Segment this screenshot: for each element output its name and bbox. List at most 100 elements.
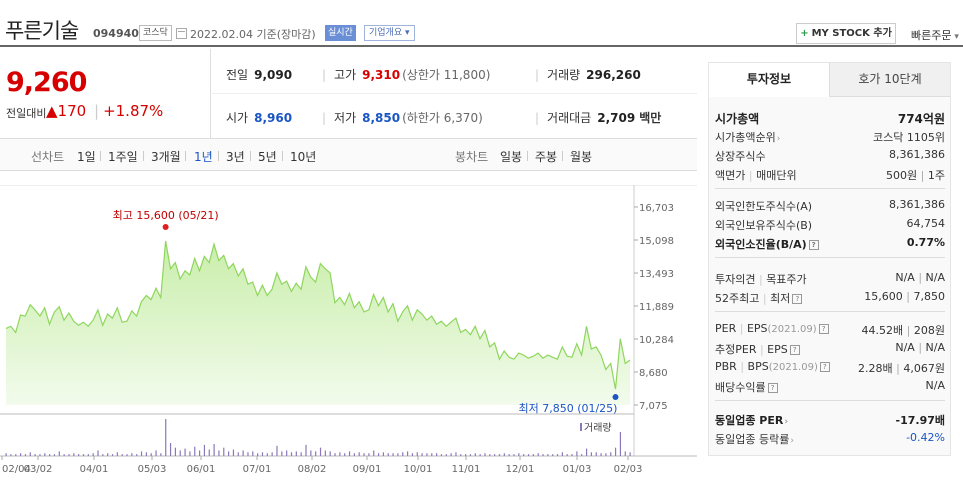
volume-bar: [305, 444, 307, 456]
volume-bar: [406, 451, 409, 456]
add-mystock-button[interactable]: + MY STOCK 추가: [796, 23, 896, 44]
tab-1d[interactable]: 1일: [77, 150, 96, 164]
volume-bar: [121, 454, 123, 456]
help-icon[interactable]: ?: [789, 345, 800, 355]
tab-3y[interactable]: 3년: [226, 150, 245, 164]
realtime-button[interactable]: 실시간: [325, 25, 356, 41]
prev-close-value: 9,090: [254, 68, 293, 82]
volume-bar: [629, 452, 631, 456]
volume-bar: [436, 453, 438, 456]
volume-bar: [218, 450, 220, 456]
volume-bar: [295, 451, 297, 456]
tab-1y[interactable]: 1년: [194, 150, 213, 164]
volume-bar: [34, 454, 36, 456]
tab-weekly[interactable]: 주봉: [535, 150, 558, 164]
divider: [715, 257, 945, 258]
x-tick-label: 02/03: [614, 464, 643, 475]
volume-bar: [431, 453, 433, 456]
volume-bar: [24, 454, 27, 456]
divider: [100, 151, 101, 161]
tab-monthly[interactable]: 월봉: [570, 150, 593, 164]
volume-bar: [552, 454, 554, 456]
tab-orderbook[interactable]: 호가 10단계: [830, 63, 950, 97]
tab-3m[interactable]: 3개월: [151, 150, 181, 164]
volume-bar: [179, 450, 181, 456]
volume-bar: [29, 452, 31, 456]
per-value: 44.52배 | 208원: [861, 324, 945, 337]
industry-per-text: 동일업종 PER: [715, 414, 784, 427]
x-tick-label: 12/01: [506, 464, 535, 475]
volume-bar: [73, 453, 75, 456]
volume-bar: [358, 452, 360, 456]
volume-bar: [610, 452, 612, 456]
volume-bar: [111, 454, 114, 456]
per-text: PER: [715, 322, 737, 335]
face-value-row: 액면가 | 매매단위 500원 | 1주: [715, 165, 945, 183]
est-eps-text: EPS: [767, 343, 788, 356]
x-tick-label: 06/01: [187, 464, 216, 475]
stock-code: 094940: [93, 27, 139, 40]
volume-bar: [44, 453, 46, 456]
foreign-limit-row: 외국인한도주식수(A) 8,361,386: [715, 196, 945, 214]
tab-5y[interactable]: 5년: [258, 150, 277, 164]
volume-bar: [49, 454, 51, 456]
tab-10y[interactable]: 10년: [290, 150, 317, 164]
volume-bar: [590, 452, 593, 456]
help-icon[interactable]: ?: [808, 240, 819, 250]
open-price: 시가 8,960: [226, 109, 292, 126]
volume-bar: [489, 454, 491, 456]
price-chart[interactable]: 16,703 15,098 13,493 11,889 10,284 8,680 7,075…: [0, 185, 697, 486]
volume-bar: [368, 453, 370, 456]
volume-bar: [402, 452, 404, 456]
y-tick-label: 7,075: [639, 401, 668, 412]
est-per-text: 추정PER: [715, 343, 757, 356]
volume-bar: [518, 453, 520, 456]
volume-bar: [411, 453, 414, 456]
week52-high-value: 15,600: [864, 290, 903, 303]
change-percent-value: +1.87%: [103, 102, 164, 120]
divider: [185, 151, 186, 161]
pbr-text: PBR: [715, 360, 737, 373]
divider: [562, 151, 563, 161]
volume-bar: [174, 447, 177, 456]
market-cap-row: 시가총액 774억원: [715, 108, 945, 126]
foreign-limit-value: 8,361,386: [889, 198, 945, 211]
foreign-ratio-label: 외국인소진율(B/A)?: [715, 236, 819, 252]
industry-rate-label[interactable]: 동일업종 등락률›: [715, 431, 794, 447]
per-row: PER | EPS(2021.09)? 44.52배 | 208원: [715, 320, 945, 338]
opinion-value: N/A | N/A: [895, 271, 945, 284]
target-price-text: 목표주가: [766, 273, 807, 286]
company-overview-dropdown[interactable]: 기업개요 ▾: [364, 25, 415, 41]
week52-high-text: 52주최고: [715, 292, 760, 305]
volume-bar: [126, 454, 128, 456]
volume-bar: [373, 450, 375, 456]
market-cap-rank-label[interactable]: 시가총액순위›: [715, 129, 780, 145]
industry-per-label[interactable]: 동일업종 PER›: [715, 412, 788, 428]
quick-order-link[interactable]: 빠른주문 ▾: [911, 27, 959, 43]
price-area-fill: [6, 241, 630, 405]
volume-bar: [160, 453, 162, 456]
week52-row: 52주최고 | 최저? 15,600 | 7,850: [715, 288, 945, 306]
change-label: 전일대비: [6, 107, 47, 120]
volume-bar: [329, 451, 331, 456]
volume-bar: [97, 450, 99, 456]
eps-text: EPS: [746, 322, 768, 335]
industry-per-value: -17.97배: [895, 414, 945, 427]
face-value-amount: 500원: [886, 169, 918, 182]
tab-1w[interactable]: 1주일: [108, 150, 138, 164]
y-tick-label: 16,703: [639, 203, 674, 214]
help-icon[interactable]: ?: [792, 294, 803, 304]
market-cap-rank-text: 시가총액순위: [715, 131, 776, 144]
volume-bar: [581, 454, 583, 456]
volume-legend-label: 거래량: [584, 422, 612, 434]
help-icon[interactable]: ?: [819, 362, 830, 372]
help-icon[interactable]: ?: [818, 324, 829, 334]
tab-investment-info[interactable]: 투자정보: [709, 63, 830, 97]
current-price: 9,260: [6, 67, 87, 98]
volume-bar: [203, 444, 206, 456]
volume-bar: [232, 449, 235, 456]
volume-bar: [189, 451, 191, 456]
volume-bar: [348, 451, 351, 456]
help-icon[interactable]: ?: [767, 383, 778, 393]
tab-daily[interactable]: 일봉: [500, 150, 523, 164]
